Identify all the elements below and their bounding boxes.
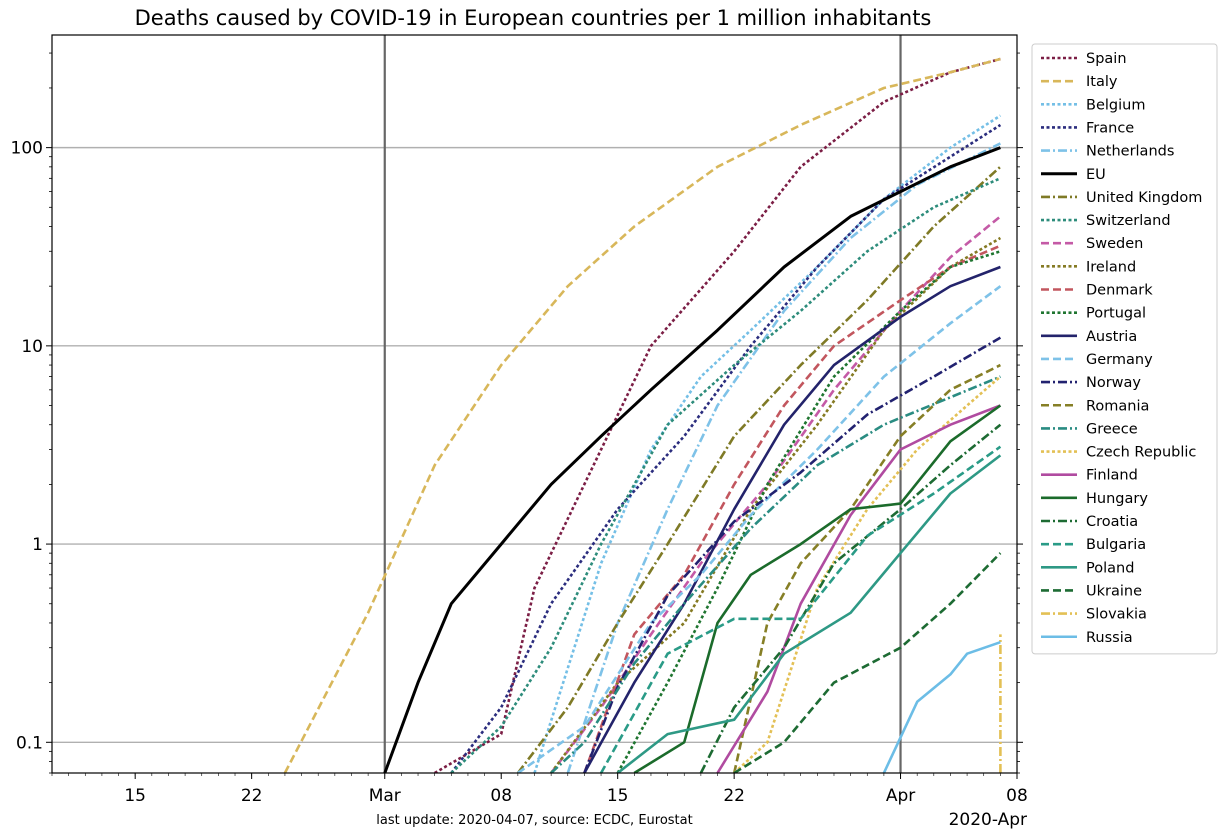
grid	[52, 146, 1017, 743]
legend-entry: Portugal	[1041, 306, 1146, 322]
x-tick-label: 22	[723, 786, 745, 806]
series-line-eu	[383, 146, 1001, 773]
legend-entry: Hungary	[1041, 491, 1148, 507]
series-line-united-kingdom	[516, 165, 1002, 773]
x-tick-label: Apr	[886, 786, 915, 806]
legend-entry: Poland	[1041, 560, 1134, 576]
y-tick-label: 0.1	[16, 733, 43, 753]
series-line-switzerland	[450, 177, 1001, 773]
legend-entry: Germany	[1041, 352, 1153, 368]
vertical-markers	[383, 35, 902, 773]
legend-label: Finland	[1086, 468, 1138, 484]
x-tick-label: 22	[241, 786, 263, 806]
x-tick-label: Mar	[369, 786, 401, 806]
legend-label: Austria	[1086, 329, 1137, 345]
series-line-bulgaria	[599, 445, 1002, 773]
legend-entry: Netherlands	[1041, 144, 1174, 160]
legend-label: United Kingdom	[1086, 190, 1202, 206]
x-axis-offset-label: 2020-Apr	[949, 810, 1027, 830]
legend-label: Switzerland	[1086, 213, 1171, 229]
x-tick-label: 15	[607, 786, 629, 806]
x-tick-label: 15	[124, 786, 146, 806]
series-line-ukraine	[733, 552, 1002, 773]
series-line-spain	[434, 57, 1001, 773]
legend-label: Spain	[1086, 51, 1127, 67]
legend-label: Russia	[1086, 630, 1133, 646]
legend-label: France	[1086, 120, 1134, 136]
series-lines	[283, 57, 1002, 773]
legend-label: Czech Republic	[1086, 445, 1196, 461]
legend-entry: Romania	[1041, 398, 1149, 414]
series-line-greece	[550, 375, 1001, 773]
legend-label: Hungary	[1086, 491, 1148, 507]
legend-label: Germany	[1086, 352, 1153, 368]
legend-entry: France	[1041, 120, 1134, 136]
legend-entry: Ukraine	[1041, 583, 1142, 599]
legend-entry: United Kingdom	[1041, 190, 1202, 206]
series-line-netherlands	[566, 142, 1001, 773]
y-tick-label: 100	[11, 139, 43, 159]
legend-entry: Russia	[1041, 630, 1133, 646]
legend-entry: Belgium	[1041, 97, 1145, 113]
legend-label: Italy	[1086, 74, 1118, 90]
legend-entry: Greece	[1041, 421, 1138, 437]
chart-title: Deaths caused by COVID-19 in European co…	[135, 6, 932, 30]
legend-label: Portugal	[1086, 306, 1146, 322]
legend-entry: Ireland	[1041, 259, 1136, 275]
legend-entry: Finland	[1041, 468, 1138, 484]
legend-label: Romania	[1086, 398, 1149, 414]
legend: Spain Italy Belgium France Netherlands EU Unit…	[1031, 43, 1218, 655]
series-line-romania	[732, 363, 1001, 773]
legend-entry: Slovakia	[1041, 607, 1147, 623]
legend-entry: Italy	[1041, 74, 1118, 90]
legend-entry: Switzerland	[1041, 213, 1171, 229]
legend-label: Slovakia	[1086, 607, 1147, 623]
series-line-hungary	[633, 404, 1002, 773]
x-tick-label: 08	[1006, 786, 1028, 806]
legend-entry: Austria	[1041, 329, 1137, 345]
x-axis-ticks: 15 22 Mar 08 15 22 Apr 08	[51, 773, 1028, 806]
series-line-italy	[283, 57, 1001, 773]
legend-entry: Czech Republic	[1041, 445, 1196, 461]
series-line-germany	[517, 285, 1002, 773]
legend-label: Netherlands	[1086, 144, 1174, 160]
legend-entry: Sweden	[1041, 236, 1143, 252]
series-line-france	[450, 123, 1002, 773]
legend-label: Denmark	[1086, 283, 1153, 299]
legend-entry: Croatia	[1041, 514, 1138, 530]
legend-label: Croatia	[1086, 514, 1138, 530]
series-line-belgium	[533, 114, 1002, 773]
series-line-norway	[583, 336, 1002, 773]
x-tick-label: 08	[490, 786, 512, 806]
legend-entry: Denmark	[1041, 283, 1153, 299]
legend-label: Greece	[1086, 421, 1138, 437]
series-line-croatia	[699, 423, 1002, 773]
legend-label: Norway	[1086, 375, 1141, 391]
legend-label: Ireland	[1086, 259, 1136, 275]
legend-label: EU	[1086, 167, 1106, 183]
series-line-poland	[616, 454, 1002, 773]
series-line-russia	[882, 640, 1001, 773]
legend-box	[1031, 43, 1218, 655]
legend-entry: Norway	[1041, 375, 1141, 391]
legend-label: Belgium	[1086, 97, 1145, 113]
series-line-austria	[583, 265, 1001, 773]
legend-entry: EU	[1041, 167, 1106, 183]
legend-label: Ukraine	[1086, 583, 1142, 599]
chart-footer: last update: 2020-04-07, source: ECDC, E…	[376, 813, 692, 828]
series-line-denmark	[583, 244, 1001, 773]
series-line-czech-republic	[733, 375, 1002, 773]
legend-label: Poland	[1086, 560, 1134, 576]
series-line-finland	[716, 404, 1001, 773]
y-tick-label: 1	[32, 535, 43, 555]
series-line-portugal	[616, 250, 1001, 773]
legend-label: Sweden	[1086, 236, 1143, 252]
y-tick-label: 10	[21, 337, 43, 357]
plot-area	[51, 34, 1018, 774]
legend-entry: Spain	[1041, 51, 1127, 67]
legend-entry: Bulgaria	[1041, 537, 1146, 553]
y-axis-ticks: 0.1 1 10 100	[11, 52, 1023, 774]
legend-label: Bulgaria	[1086, 537, 1146, 553]
